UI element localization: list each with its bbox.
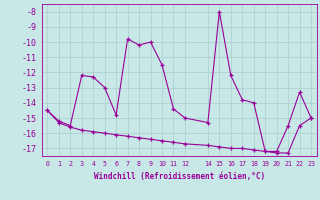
X-axis label: Windchill (Refroidissement éolien,°C): Windchill (Refroidissement éolien,°C) xyxy=(94,172,265,181)
